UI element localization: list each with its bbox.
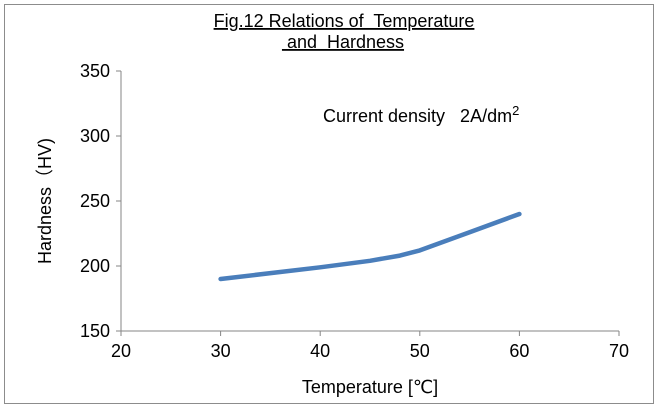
y-tick-label: 350 [80,61,110,81]
x-tick-label: 60 [509,341,529,361]
y-axis-title: Hardness（HV) [35,138,55,264]
line-chart: Fig.12 Relations of Temperature and Hard… [35,11,629,397]
y-tick-label: 200 [80,256,110,276]
chart-ticks: 20 30 40 50 60 70 150 200 250 300 350 [80,61,629,361]
annotation-text: Current density 2A/dm [323,106,512,126]
chart-title-line-2: and Hardness [282,32,404,52]
x-tick-label: 70 [609,341,629,361]
chart-title: Fig.12 Relations of Temperature and Hard… [214,11,475,52]
chart-title-line-1: Fig.12 Relations of Temperature [214,11,475,31]
series-line-1 [218,211,522,282]
x-tick-label: 20 [111,341,131,361]
x-tick-label: 30 [211,341,231,361]
x-tick-label: 50 [410,341,430,361]
y-tick-label: 300 [80,126,110,146]
y-tick-label: 150 [80,321,110,341]
chart-frame: Fig.12 Relations of Temperature and Hard… [4,4,654,404]
chart-series [218,211,522,282]
y-tick-label: 250 [80,191,110,211]
x-tick-label: 40 [310,341,330,361]
annotation-superscript: 2 [512,103,519,118]
x-axis-title: Temperature [℃] [302,377,438,397]
annotation-current-density: Current density 2A/dm2 [323,103,519,126]
